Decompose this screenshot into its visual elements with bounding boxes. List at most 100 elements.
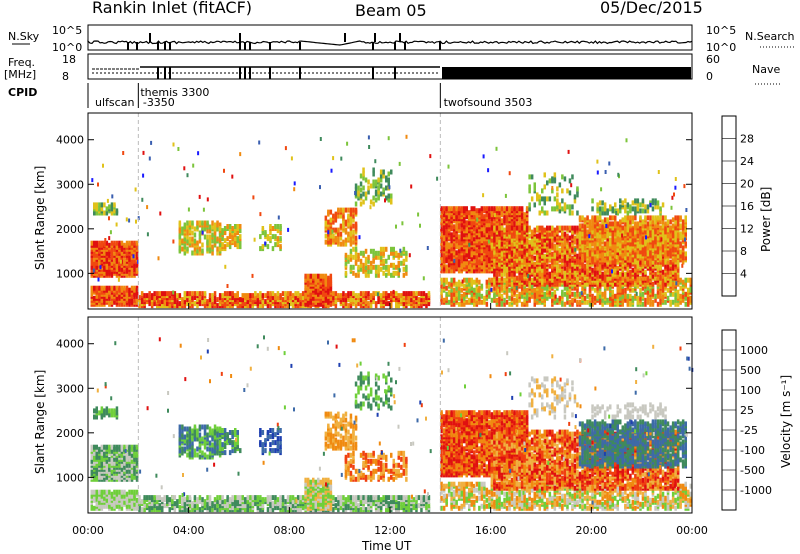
heatmap-cell (344, 227, 348, 233)
heatmap-cell (578, 267, 582, 273)
heatmap-cell (538, 257, 541, 263)
heatmap-cell (352, 233, 355, 239)
heatmap-cell (387, 301, 390, 307)
heatmap-cell (228, 228, 232, 234)
heatmap-cell (573, 235, 577, 241)
heatmap-cell (450, 246, 453, 252)
heatmap-cell (636, 299, 640, 305)
heatmap-cell (629, 299, 632, 305)
heatmap-cell (324, 297, 328, 303)
heatmap-cell (362, 185, 365, 191)
date-label: 05/Dec/2015 (600, 0, 703, 17)
heatmap-cell (619, 279, 622, 285)
heatmap-cell (369, 303, 373, 309)
heatmap-cell (337, 237, 340, 243)
heatmap-cell (478, 285, 481, 291)
heatmap-cell (551, 291, 554, 297)
heatmap-cell (231, 291, 234, 297)
heatmap-cell (624, 277, 627, 283)
heatmap-cell (483, 236, 486, 242)
heatmap-cell (646, 289, 650, 295)
heatmap-cell (510, 237, 514, 243)
heatmap-cell (621, 293, 624, 299)
heatmap-cell (359, 258, 363, 264)
heatmap-cell (450, 226, 453, 232)
heatmap-cell (498, 239, 501, 245)
heatmap-cell (153, 291, 156, 297)
heatmap-cell (536, 233, 539, 239)
heatmap-cell (364, 177, 368, 183)
heatmap-cell (561, 289, 564, 295)
heatmap-cell (181, 238, 184, 244)
heatmap-cell (563, 285, 567, 291)
heatmap-cell (495, 297, 499, 303)
heatmap-cell (523, 212, 526, 218)
heatmap-cell (576, 291, 579, 297)
heatmap-cell (445, 268, 448, 274)
heatmap-cell (508, 239, 511, 245)
heatmap-cell (505, 218, 509, 224)
heatmap-cell (689, 285, 692, 291)
heatmap-cell (354, 252, 358, 258)
heatmap-cell (349, 297, 353, 303)
heatmap-cell (390, 272, 393, 278)
heatmap-cell (377, 250, 380, 256)
heatmap-cell (269, 224, 272, 229)
heatmap-cell (397, 293, 400, 299)
heatmap-cell (440, 232, 443, 238)
heatmap-cell (322, 273, 325, 279)
heatmap-cell (374, 272, 378, 278)
heatmap-cell (513, 206, 516, 212)
heatmap-cell (352, 213, 355, 219)
heatmap-cell (621, 275, 624, 281)
heatmap-cell (369, 248, 373, 254)
heatmap-cell (251, 293, 255, 299)
heatmap-cell (520, 275, 524, 281)
heatmap-cell (523, 225, 526, 231)
heatmap-cell (332, 301, 335, 307)
heatmap-cell (498, 236, 501, 242)
heatmap-cell (118, 285, 121, 291)
heatmap-cell (402, 258, 406, 264)
heatmap-cell (352, 217, 355, 223)
heatmap-cell (93, 295, 96, 301)
heatmap-cell (525, 225, 529, 231)
heatmap-cell (457, 266, 461, 272)
heatmap-cell (490, 297, 494, 303)
heatmap-cell (379, 266, 383, 272)
heatmap-cell (556, 263, 559, 269)
heatmap-cell (108, 242, 111, 248)
heatmap-cell (135, 266, 139, 272)
heatmap-cell (503, 301, 506, 307)
heatmap-cell (490, 220, 494, 226)
heatmap-cell (490, 237, 494, 243)
heatmap-cell (372, 179, 375, 185)
heatmap-cell (354, 299, 358, 305)
heatmap-cell (475, 248, 479, 254)
heatmap-cell (221, 293, 224, 299)
heatmap-cell (198, 250, 202, 256)
heatmap-cell (241, 293, 244, 299)
heatmap-cell (558, 281, 562, 287)
heatmap-cell (666, 295, 670, 301)
heatmap-cell (510, 225, 514, 231)
heatmap-cell (188, 295, 192, 301)
heatmap-cell (271, 234, 275, 240)
heatmap-cell (309, 293, 312, 299)
heatmap-cell (473, 236, 476, 242)
heatmap-cell (508, 271, 511, 277)
heatmap-cell (463, 277, 466, 283)
heatmap-cell (452, 242, 456, 248)
heatmap-cell (372, 256, 375, 262)
heatmap-cell (508, 253, 511, 259)
heatmap-cell (213, 291, 217, 297)
heatmap-cell (269, 230, 272, 236)
heatmap-cell (382, 187, 385, 193)
heatmap-cell (641, 291, 645, 297)
heatmap-cell (148, 295, 151, 301)
heatmap-cell (510, 281, 514, 287)
heatmap-cell (259, 295, 262, 301)
heatmap-cell (681, 279, 685, 285)
heatmap-cell (551, 225, 554, 231)
heatmap-cell (397, 260, 400, 266)
